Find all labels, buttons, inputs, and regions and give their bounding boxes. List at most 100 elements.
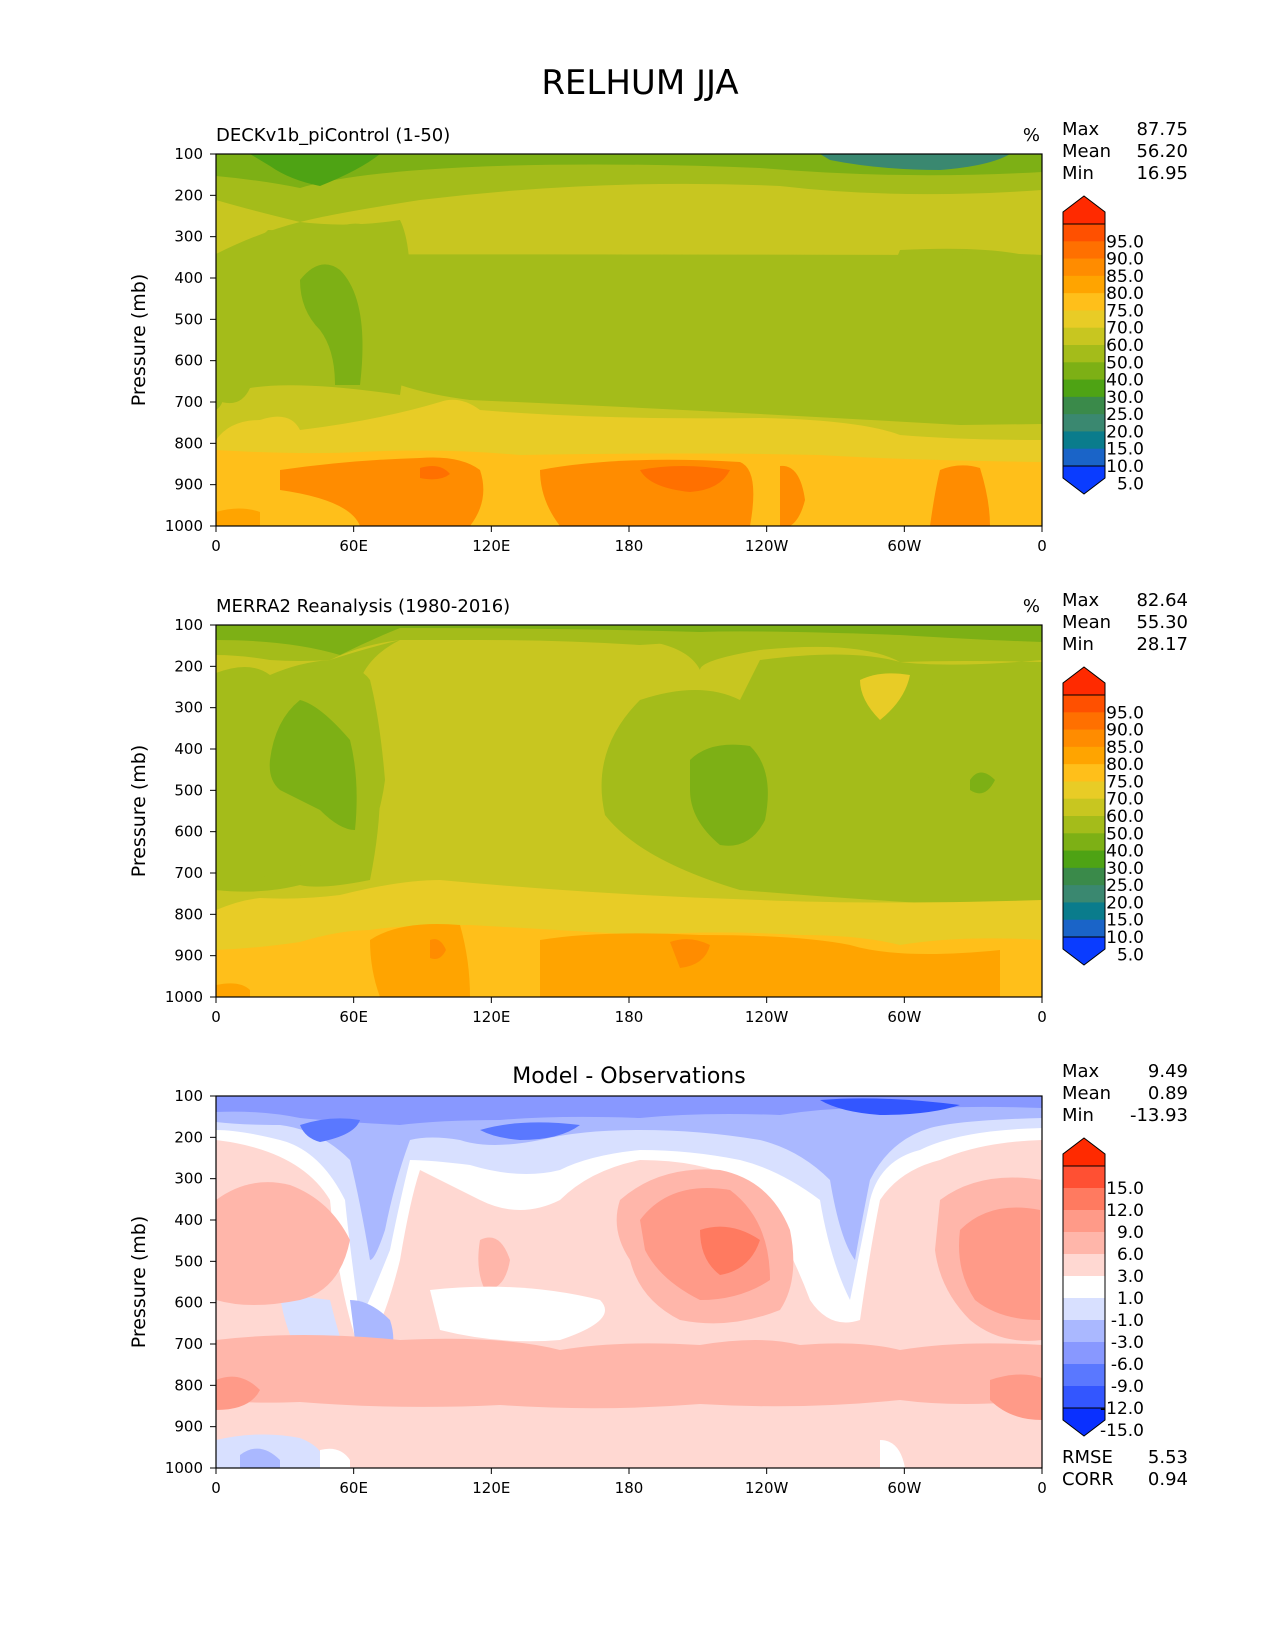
- y-axis-label: Pressure (mb): [128, 745, 150, 878]
- colorbar-label: 80.0: [1106, 284, 1144, 304]
- colorbar: 95.090.085.080.075.070.060.050.040.030.0…: [1062, 195, 1144, 495]
- stat-mean-label: Mean: [1062, 141, 1111, 162]
- heatmap-field-model: [216, 154, 1042, 526]
- x-ticks: 0 60E 120E 180 120W 60W 0: [211, 1468, 1047, 1497]
- y-tick-label: 300: [174, 699, 203, 717]
- colorbar-extend-max: [1062, 1137, 1106, 1167]
- colorbar-label: 5.0: [1117, 945, 1144, 965]
- y-tick-label: 300: [174, 228, 203, 246]
- y-tick-label: 700: [174, 393, 203, 411]
- figure-title: RELHUM JJA: [541, 63, 738, 103]
- x-tick-label: 120E: [472, 1479, 510, 1497]
- y-tick-label: 400: [174, 740, 203, 758]
- colorbar-label: 3.0: [1117, 1267, 1144, 1287]
- panel-left-title: DECKv1b_piControl (1-50): [216, 125, 450, 146]
- colorbar-label: 40.0: [1106, 371, 1144, 391]
- y-tick-label: 600: [174, 823, 203, 841]
- stat-rmse-value: 5.53: [1148, 1447, 1188, 1468]
- x-ticks: 0 60E 120E 180 120W 60W 0: [211, 997, 1047, 1026]
- y-tick-label: 700: [174, 864, 203, 882]
- stats-block: Max 9.49 Mean 0.89 Min -13.93: [1062, 1061, 1188, 1126]
- y-tick-label: 700: [174, 1335, 203, 1353]
- colorbar-swatch: [1063, 1298, 1105, 1321]
- y-tick-label: 100: [174, 616, 203, 634]
- heatmap-field-observations: [216, 625, 1042, 997]
- colorbar-label: 75.0: [1106, 772, 1144, 792]
- colorbar-swatch: [1063, 1232, 1105, 1255]
- y-tick-label: 500: [174, 781, 203, 799]
- x-ticks: 0 60E 120E 180 120W 60W 0: [211, 526, 1047, 555]
- panel-units: %: [1023, 596, 1040, 617]
- stat-min-value: -13.93: [1130, 1105, 1188, 1126]
- colorbar-swatch: [1063, 729, 1105, 748]
- colorbar-label: 5.0: [1117, 474, 1144, 494]
- colorbar-label: 90.0: [1106, 721, 1144, 741]
- stat-min-label: Min: [1062, 1105, 1094, 1126]
- y-tick-label: 100: [174, 1087, 203, 1105]
- colorbar-swatch: [1063, 712, 1105, 731]
- colorbar-swatch: [1063, 1342, 1105, 1365]
- x-tick-label: 120W: [745, 1479, 789, 1497]
- colorbar-swatch: [1063, 1254, 1105, 1277]
- y-tick-label: 200: [174, 657, 203, 675]
- colorbar-extend-min: [1062, 936, 1106, 966]
- panel-units: %: [1023, 125, 1040, 146]
- colorbar-swatch: [1063, 1210, 1105, 1233]
- colorbar-label: 50.0: [1106, 824, 1144, 844]
- colorbar-label: 1.0: [1117, 1289, 1144, 1309]
- colorbar-swatch: [1063, 816, 1105, 834]
- colorbar-swatch: [1063, 902, 1105, 921]
- error-stats-block: RMSE 5.53 CORR 0.94: [1062, 1447, 1188, 1490]
- y-tick-label: 800: [174, 1376, 203, 1394]
- stat-mean-label: Mean: [1062, 612, 1111, 633]
- y-tick-label: 800: [174, 434, 203, 452]
- panel-left-title: MERRA2 Reanalysis (1980-2016): [216, 596, 510, 617]
- colorbar-swatch: [1063, 1386, 1105, 1409]
- y-ticks: 100 200 300 400 500 600 700 800 900 1000: [165, 616, 216, 1006]
- stat-min-label: Min: [1062, 634, 1094, 655]
- y-tick-label: 100: [174, 145, 203, 163]
- colorbar-label: 15.0: [1106, 1179, 1144, 1199]
- y-tick-label: 300: [174, 1170, 203, 1188]
- stats-block: Max 87.75 Mean 56.20 Min 16.95: [1062, 119, 1188, 184]
- colorbar-label: 10.0: [1106, 928, 1144, 948]
- colorbar-swatch: [1063, 293, 1105, 311]
- y-tick-label: 200: [174, 186, 203, 204]
- colorbar-swatch: [1063, 327, 1105, 346]
- colorbar-swatch: [1063, 1364, 1105, 1387]
- colorbar-swatch: [1063, 258, 1105, 277]
- x-tick-label: 0: [211, 537, 221, 555]
- stat-max-value: 87.75: [1136, 119, 1188, 140]
- colorbar-label: 80.0: [1106, 755, 1144, 775]
- colorbar-label: 75.0: [1106, 301, 1144, 321]
- colorbar-swatch: [1063, 379, 1105, 398]
- stats-block: Max 82.64 Mean 55.30 Min 28.17: [1062, 590, 1188, 655]
- colorbar-extend-min: [1062, 465, 1106, 495]
- x-tick-label: 0: [1037, 1479, 1047, 1497]
- y-tick-label: 500: [174, 1252, 203, 1270]
- stat-max-label: Max: [1062, 119, 1100, 140]
- y-axis-label: Pressure (mb): [128, 274, 150, 407]
- heatmap-field-difference: [216, 1096, 1042, 1468]
- y-tick-label: 1000: [165, 517, 203, 535]
- stat-mean-value: 56.20: [1136, 141, 1188, 162]
- stat-max-label: Max: [1062, 590, 1100, 611]
- colorbar-label: 15.0: [1106, 911, 1144, 931]
- colorbar-label: -1.0: [1111, 1311, 1144, 1331]
- colorbar-label: 85.0: [1106, 738, 1144, 758]
- x-tick-label: 60W: [887, 1479, 921, 1497]
- colorbar-label: 60.0: [1106, 336, 1144, 356]
- colorbar-swatch: [1063, 1276, 1105, 1299]
- colorbar-label: 10.0: [1106, 457, 1144, 477]
- colorbar-label: 70.0: [1106, 790, 1144, 810]
- colorbar-swatch: [1063, 396, 1105, 415]
- colorbar-swatch: [1063, 781, 1105, 800]
- colorbar-label: 20.0: [1106, 422, 1144, 442]
- colorbar-swatch: [1063, 431, 1105, 450]
- x-tick-label: 0: [1037, 1008, 1047, 1026]
- y-tick-label: 400: [174, 269, 203, 287]
- panel-model: DECKv1b_piControl (1-50) % Pressure (mb)…: [128, 119, 1188, 555]
- colorbar-swatch: [1063, 746, 1105, 765]
- stat-mean-value: 55.30: [1136, 612, 1188, 633]
